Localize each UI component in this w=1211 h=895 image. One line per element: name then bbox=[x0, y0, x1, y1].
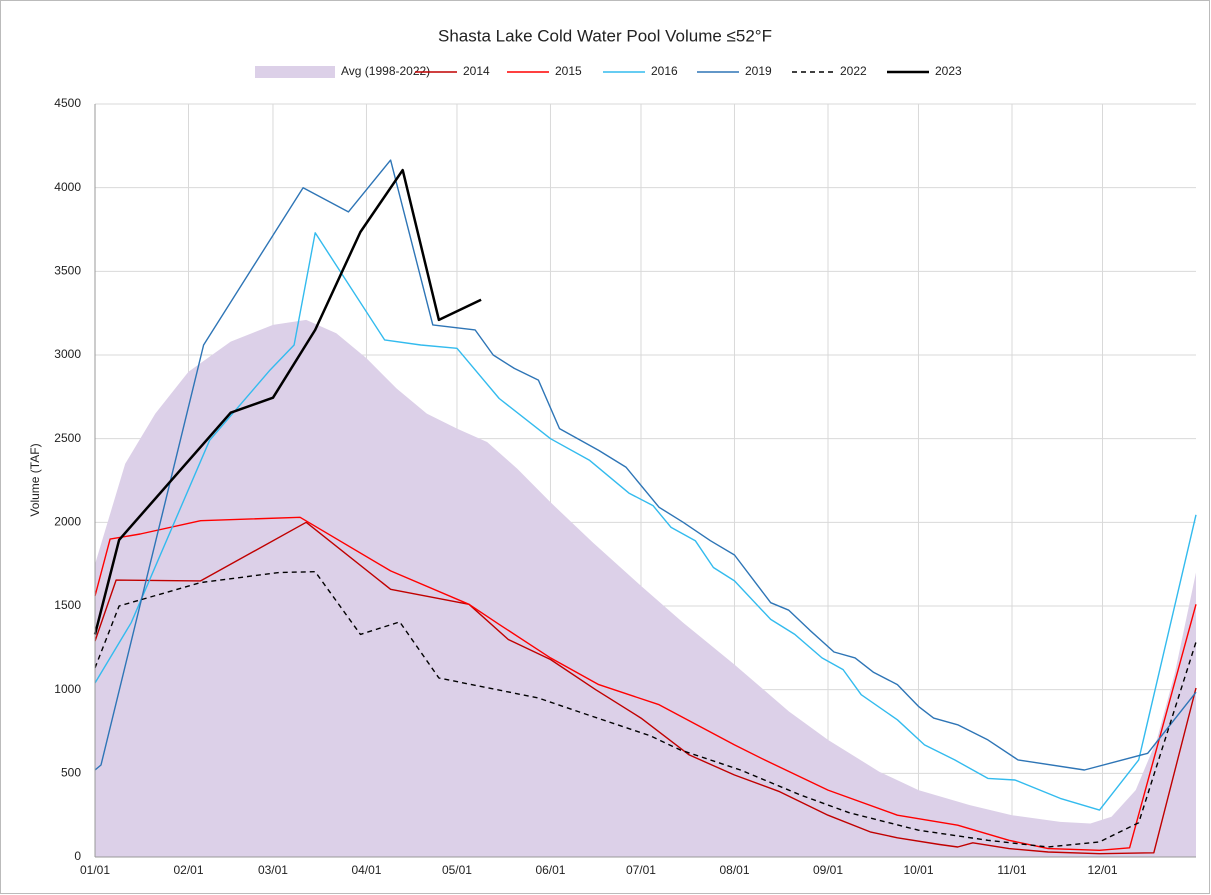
area bbox=[95, 319, 1196, 857]
y-tick-label: 4000 bbox=[54, 180, 81, 194]
legend-label: 2023 bbox=[935, 64, 962, 78]
y-tick-label: 3500 bbox=[54, 264, 81, 278]
legend-label: 2015 bbox=[555, 64, 582, 78]
line bbox=[94, 521, 1197, 855]
x-tick-label: 09/01 bbox=[813, 863, 843, 877]
y-tick-label: 2500 bbox=[54, 431, 81, 445]
y-tick-label: 1500 bbox=[54, 598, 81, 612]
x-tick-label: 03/01 bbox=[258, 863, 288, 877]
legend-label: 2016 bbox=[651, 64, 678, 78]
y-tick-label: 500 bbox=[61, 766, 81, 780]
x-tick-label: 10/01 bbox=[903, 863, 933, 877]
chart-title: Shasta Lake Cold Water Pool Volume ≤52°F bbox=[438, 26, 772, 45]
legend-label: 2019 bbox=[745, 64, 772, 78]
line bbox=[94, 232, 1197, 811]
y-axis-label: Volume (TAF) bbox=[28, 443, 42, 516]
y-tick-label: 4500 bbox=[54, 96, 81, 110]
x-tick-label: 01/01 bbox=[80, 863, 110, 877]
x-tick-label: 08/01 bbox=[719, 863, 749, 877]
line bbox=[94, 159, 1197, 771]
y-tick-label: 2000 bbox=[54, 515, 81, 529]
x-tick-label: 12/01 bbox=[1087, 863, 1117, 877]
legend-label: Avg (1998-2022) bbox=[341, 64, 430, 78]
y-tick-label: 0 bbox=[74, 849, 81, 863]
x-tick-label: 04/01 bbox=[351, 863, 381, 877]
x-tick-label: 06/01 bbox=[535, 863, 565, 877]
legend-swatch bbox=[255, 66, 335, 78]
legend-label: 2022 bbox=[840, 64, 867, 78]
y-tick-label: 1000 bbox=[54, 682, 81, 696]
y-tick-label: 3000 bbox=[54, 347, 81, 361]
x-tick-label: 07/01 bbox=[626, 863, 656, 877]
legend-label: 2014 bbox=[463, 64, 490, 78]
x-tick-label: 05/01 bbox=[442, 863, 472, 877]
x-tick-label: 02/01 bbox=[173, 863, 203, 877]
line bbox=[93, 168, 482, 635]
x-tick-label: 11/01 bbox=[997, 863, 1026, 877]
